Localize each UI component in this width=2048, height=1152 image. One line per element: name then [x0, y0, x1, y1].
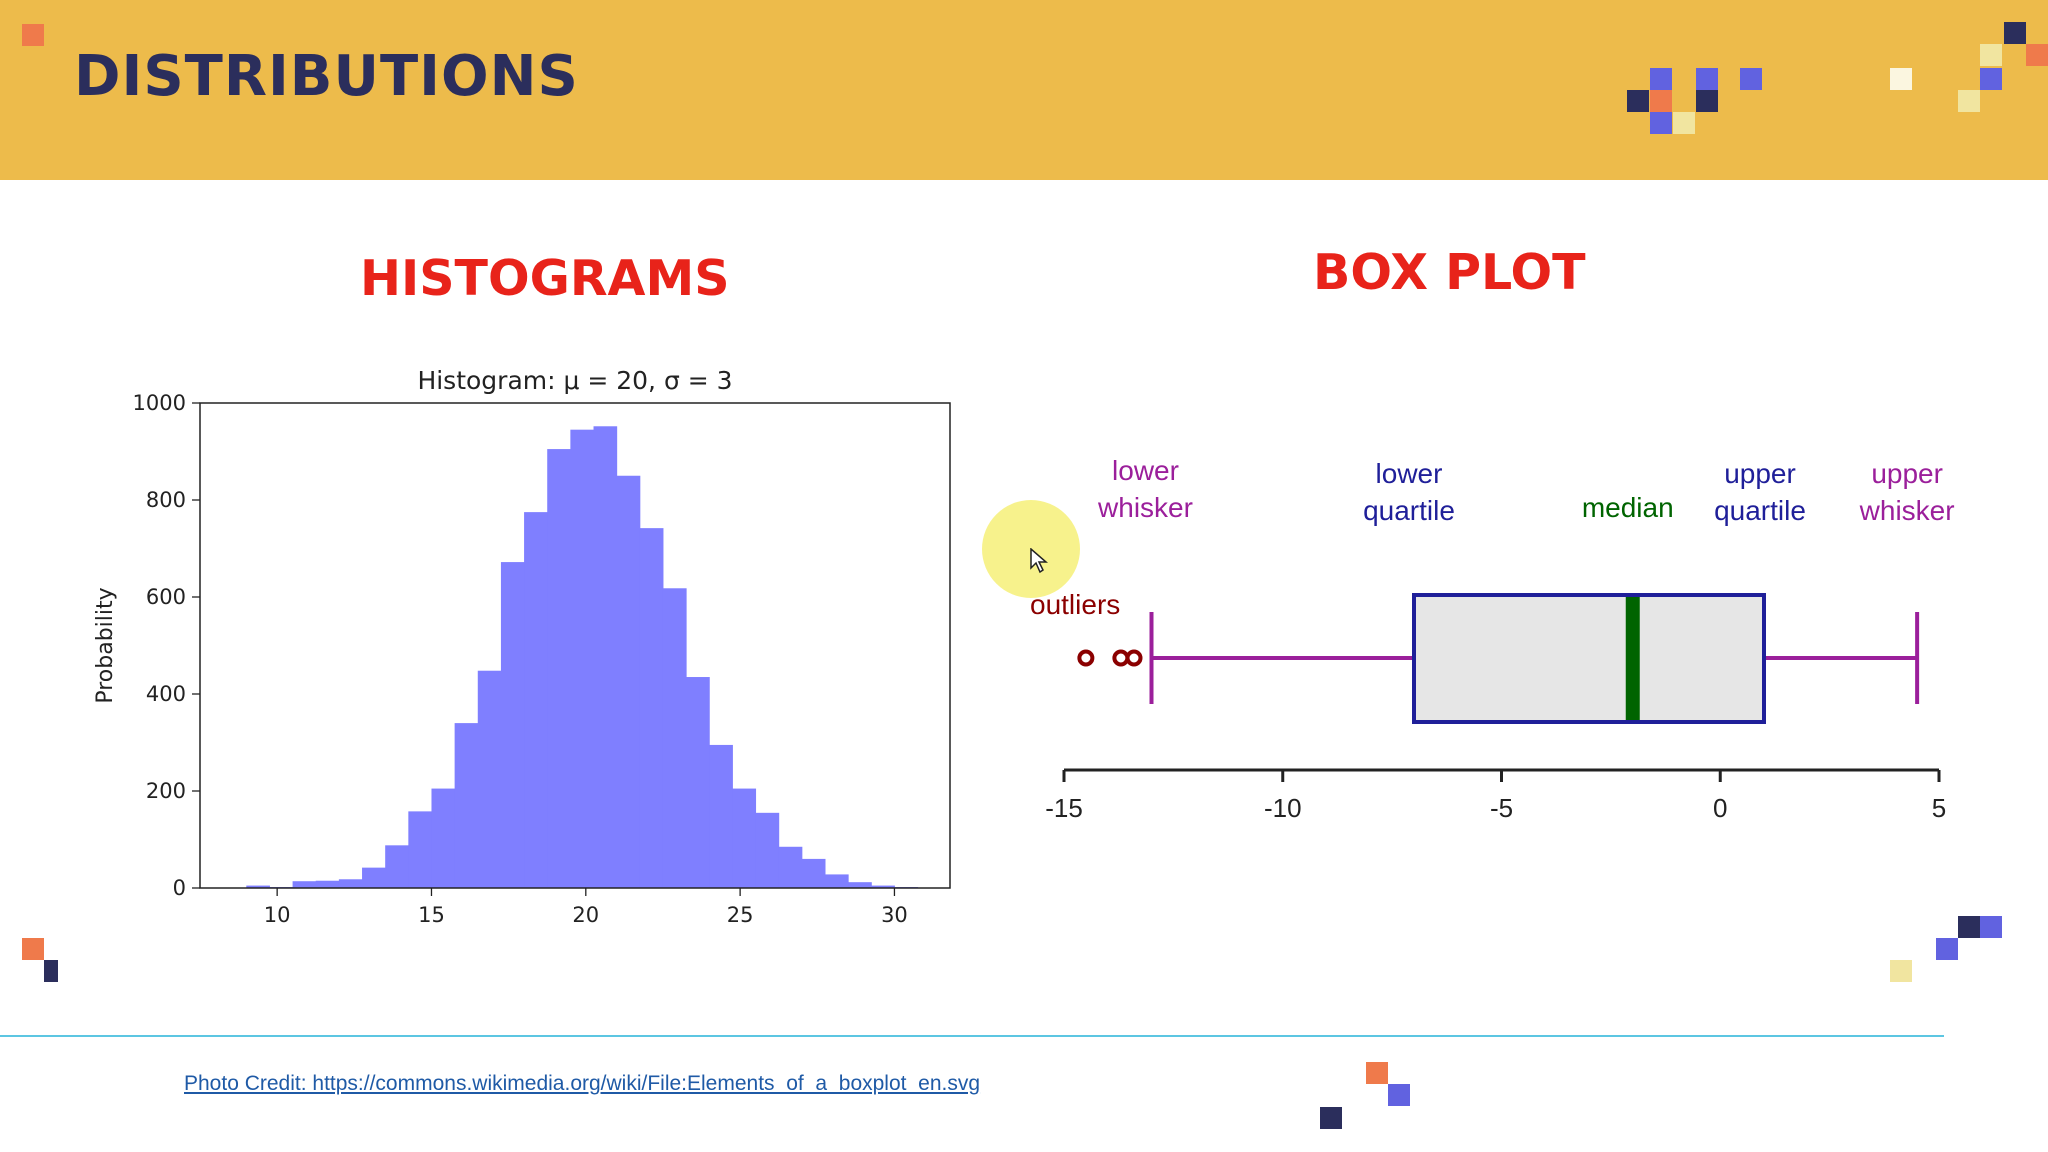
- upper-whisker-label: whisker: [1859, 495, 1955, 526]
- histogram-bar: [686, 677, 710, 888]
- boxplot-x-tick-label: -15: [1045, 793, 1083, 823]
- outlier-point: [1112, 649, 1130, 667]
- upper-quartile-label: quartile: [1714, 495, 1806, 526]
- histogram-bar: [871, 885, 895, 888]
- decor-square: [1650, 90, 1672, 112]
- decor-square: [1366, 1062, 1388, 1084]
- lower-quartile-label: lower: [1376, 458, 1443, 489]
- histogram-bar: [848, 882, 872, 888]
- decor-square: [22, 938, 44, 960]
- histograms-heading: HISTOGRAMS: [360, 250, 730, 307]
- histogram-y-axis-label: Probability: [93, 587, 118, 703]
- boxplot-x-tick-label: 0: [1713, 793, 1727, 823]
- histogram-bar: [778, 846, 803, 888]
- mouse-pointer-icon: [1030, 548, 1048, 574]
- histogram-bar: [616, 475, 641, 888]
- histogram-x-tick-label: 25: [727, 903, 754, 927]
- histogram-bar: [338, 879, 363, 888]
- boxplot-x-tick-label: -5: [1490, 793, 1513, 823]
- histogram-bar: [709, 744, 733, 888]
- histogram-x-tick-label: 20: [572, 903, 599, 927]
- boxplot-chart: -15 -10 -5 0 5 lower whisker lower quartile media…: [1030, 455, 1955, 823]
- histogram-bar: [477, 670, 502, 888]
- histogram-bar: [801, 858, 826, 888]
- histogram-y-tick-label: 400: [146, 682, 186, 706]
- histogram-bar: [500, 562, 525, 888]
- lower-whisker-label: whisker: [1097, 492, 1193, 523]
- footer-divider: [0, 1035, 1944, 1037]
- histogram-y-tick-label: 800: [146, 488, 186, 512]
- histogram-bar: [639, 528, 664, 888]
- histogram-bar: [732, 788, 757, 888]
- decor-square: [1958, 90, 1980, 112]
- decor-square: [22, 24, 44, 46]
- histogram-bar: [524, 512, 548, 888]
- decor-square: [1958, 916, 1980, 938]
- photo-credit-link[interactable]: Photo Credit: https://commons.wikimedia.…: [184, 1072, 981, 1095]
- decor-square: [1320, 1107, 1342, 1129]
- decor-square: [2004, 22, 2026, 44]
- histogram-bar: [385, 845, 409, 888]
- histogram-y-tick-label: 200: [146, 779, 186, 803]
- upper-quartile-label: upper: [1724, 458, 1796, 489]
- decor-square: [1696, 68, 1718, 90]
- decor-square: [1980, 68, 2002, 90]
- decor-square: [1936, 938, 1958, 960]
- boxplot-x-tick-label: -10: [1264, 793, 1302, 823]
- histogram-bar: [292, 881, 317, 888]
- histogram-y-tick-label: 0: [173, 876, 186, 900]
- decor-square: [1890, 68, 1912, 90]
- histogram-bar: [570, 429, 595, 888]
- decor-square: [1650, 68, 1672, 90]
- histogram-bar: [454, 723, 479, 888]
- decor-square: [1388, 1084, 1410, 1106]
- outlier-point: [1125, 649, 1143, 667]
- histogram-bar: [662, 588, 687, 888]
- histogram-bar: [408, 811, 432, 888]
- decor-square: [44, 960, 58, 982]
- histogram-bar: [825, 874, 849, 888]
- histogram-frame: [199, 402, 951, 889]
- interquartile-box: [1412, 593, 1766, 724]
- lower-quartile-label: quartile: [1363, 495, 1455, 526]
- decor-square: [1627, 90, 1649, 112]
- lower-whisker-label: lower: [1112, 455, 1179, 486]
- histogram-bar: [315, 880, 340, 888]
- decor-square: [1673, 112, 1695, 134]
- decor-square: [2026, 44, 2048, 66]
- histogram-bar: [246, 885, 270, 888]
- histogram-x-tick-label: 15: [418, 903, 445, 927]
- histogram-title: Histogram: μ = 20, σ = 3: [417, 366, 732, 395]
- header-band: DISTRIBUTIONS: [0, 0, 2048, 180]
- boxplot-heading: BOX PLOT: [1313, 244, 1586, 301]
- histogram-y-tick-label: 600: [146, 585, 186, 609]
- decor-square: [1650, 112, 1672, 134]
- slide-title: DISTRIBUTIONS: [74, 44, 579, 109]
- histogram-bar: [362, 867, 386, 888]
- outlier-point: [1077, 649, 1095, 667]
- decor-square: [1980, 44, 2002, 66]
- histogram-x-tick-label: 30: [881, 903, 908, 927]
- histogram-y-tick-label: 1000: [133, 391, 186, 415]
- histogram-bar: [593, 426, 618, 888]
- decor-square: [1696, 90, 1718, 112]
- histogram-chart: 10 15 20 25 30 0 200 400 600 800 1000 Histogram: μ …: [93, 366, 951, 927]
- boxplot-x-tick-label: 5: [1932, 793, 1946, 823]
- upper-whisker-label: upper: [1871, 458, 1943, 489]
- histogram-bar: [431, 788, 456, 888]
- decor-square: [1740, 68, 1762, 90]
- histogram-bar: [547, 449, 571, 888]
- decor-square: [1980, 916, 2002, 938]
- decor-square: [1890, 960, 1912, 982]
- median-label: median: [1582, 492, 1674, 523]
- histogram-x-tick-label: 10: [264, 903, 291, 927]
- histogram-bar: [755, 812, 780, 888]
